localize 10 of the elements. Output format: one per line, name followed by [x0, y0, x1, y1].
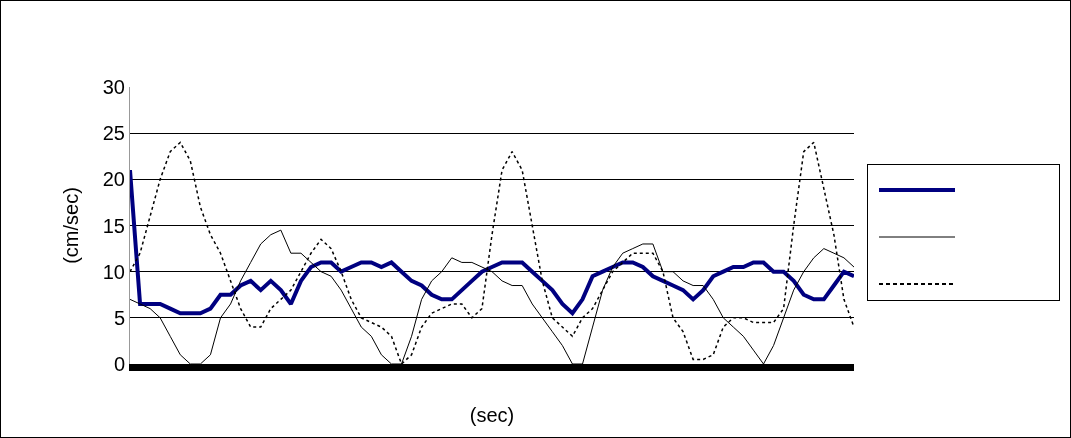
y-tick-label: 20 [102, 168, 125, 191]
y-tick-label: 5 [113, 306, 125, 329]
y-axis-title: (cm/sec) [60, 187, 83, 264]
line-series [130, 168, 854, 316]
y-tick-label: 0 [113, 353, 125, 375]
y-tick-label: 10 [102, 260, 125, 283]
y-tick-label: 30 [102, 76, 125, 98]
y-tick-label: 15 [102, 214, 125, 237]
x-axis-title: (sec) [469, 403, 515, 426]
y-tick-label: 25 [102, 122, 125, 145]
